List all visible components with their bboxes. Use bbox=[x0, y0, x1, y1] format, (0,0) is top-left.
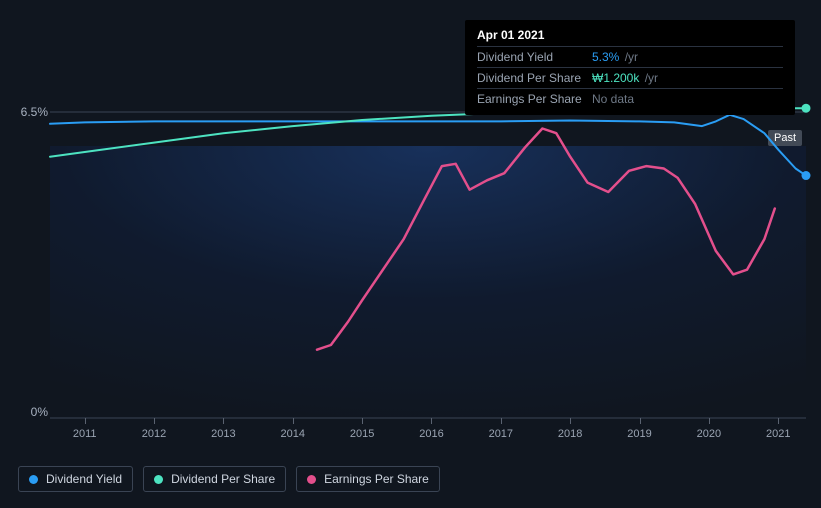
x-tick bbox=[85, 418, 86, 424]
x-tick bbox=[223, 418, 224, 424]
x-label: 2020 bbox=[697, 428, 721, 440]
tooltip-title: Apr 01 2021 bbox=[477, 28, 783, 42]
x-tick bbox=[570, 418, 571, 424]
x-tick bbox=[154, 418, 155, 424]
x-label: 2016 bbox=[419, 428, 443, 440]
x-label: 2019 bbox=[627, 428, 651, 440]
legend-label: Dividend Per Share bbox=[171, 472, 275, 486]
tooltip-row: Dividend Yield5.3% /yr bbox=[477, 46, 783, 67]
x-tick bbox=[640, 418, 641, 424]
tooltip-key: Earnings Per Share bbox=[477, 92, 592, 106]
series-earnings_per_share bbox=[317, 129, 775, 350]
legend-label: Earnings Per Share bbox=[324, 472, 429, 486]
x-tick bbox=[362, 418, 363, 424]
x-label: 2014 bbox=[281, 428, 305, 440]
legend-dot-icon bbox=[29, 475, 38, 484]
series-end-dividend_per_share bbox=[802, 104, 811, 113]
series-dividend_per_share bbox=[50, 108, 806, 157]
legend: Dividend Yield Dividend Per Share Earnings… bbox=[18, 466, 440, 492]
x-label: 2017 bbox=[489, 428, 513, 440]
legend-item-dividend_yield[interactable]: Dividend Yield bbox=[18, 466, 133, 492]
series-dividend_yield bbox=[50, 115, 806, 176]
tooltip-key: Dividend Per Share bbox=[477, 71, 592, 85]
hover-tooltip: Apr 01 2021 Dividend Yield5.3% /yrDivide… bbox=[465, 20, 795, 115]
x-label: 2013 bbox=[211, 428, 235, 440]
tooltip-row: Earnings Per ShareNo data bbox=[477, 88, 783, 109]
x-axis: 2011 2012 2013 2014 2015 2016 2017 2018 2019 2020… bbox=[50, 418, 806, 448]
tooltip-value: ₩1.200k /yr bbox=[592, 71, 658, 85]
x-label: 2012 bbox=[142, 428, 166, 440]
y-axis-label-min: 0% bbox=[31, 405, 48, 419]
tooltip-value: 5.3% /yr bbox=[592, 50, 638, 64]
legend-item-dividend_per_share[interactable]: Dividend Per Share bbox=[143, 466, 286, 492]
x-label: 2011 bbox=[73, 428, 97, 440]
legend-dot-icon bbox=[154, 475, 163, 484]
tooltip-row: Dividend Per Share₩1.200k /yr bbox=[477, 67, 783, 88]
x-tick bbox=[431, 418, 432, 424]
x-tick bbox=[501, 418, 502, 424]
series-end-dividend_yield bbox=[802, 171, 811, 180]
x-tick bbox=[709, 418, 710, 424]
legend-dot-icon bbox=[307, 475, 316, 484]
legend-label: Dividend Yield bbox=[46, 472, 122, 486]
x-label: 2021 bbox=[766, 428, 790, 440]
tooltip-value: No data bbox=[592, 92, 634, 106]
x-label: 2015 bbox=[350, 428, 374, 440]
legend-item-earnings_per_share[interactable]: Earnings Per Share bbox=[296, 466, 440, 492]
y-axis-label-max: 6.5% bbox=[21, 105, 48, 119]
x-label: 2018 bbox=[558, 428, 582, 440]
tooltip-key: Dividend Yield bbox=[477, 50, 592, 64]
x-tick bbox=[293, 418, 294, 424]
x-tick bbox=[778, 418, 779, 424]
